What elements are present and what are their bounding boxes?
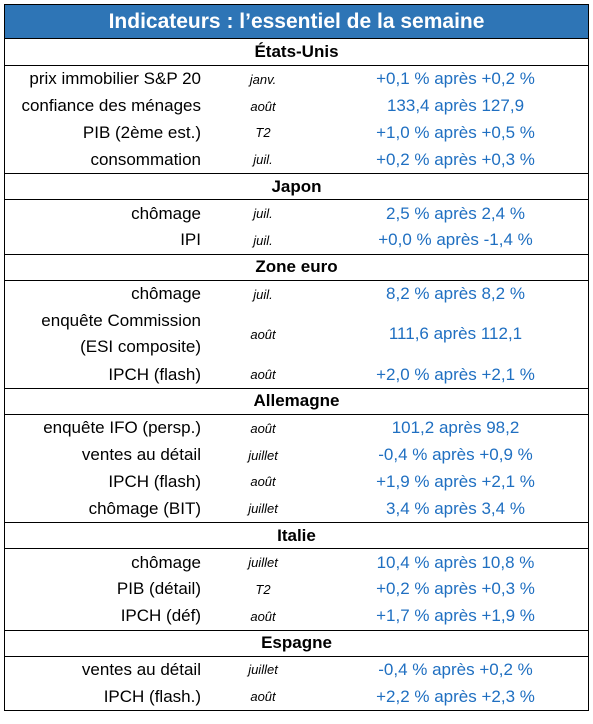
table-row: confiance des ménages août 133,4 après 127…	[5, 93, 588, 120]
table-row: chômage (BIT) juillet 3,4 % après 3,4 %	[5, 495, 588, 522]
indicator-value: 3,4 % après 3,4 %	[386, 498, 525, 518]
indicator-label-line2: (ESI composite)	[80, 337, 201, 357]
table-row: enquête IFO (persp.) août 101,2 après 98,2	[5, 415, 588, 442]
period: janv.	[249, 71, 277, 87]
indicator-label: consommation	[90, 149, 201, 169]
period: juillet	[248, 447, 278, 463]
indicator-label: chômage	[131, 284, 201, 304]
table-row: IPCH (déf) août +1,7 % après +1,9 %	[5, 603, 588, 630]
indicator-label: IPCH (flash.)	[103, 686, 201, 706]
table-row: IPCH (flash) août +2,0 % après +2,1 %	[5, 361, 588, 388]
period: août	[250, 608, 276, 624]
indicator-label: IPCH (flash)	[108, 471, 201, 491]
indicator-label: enquête Commission (ESI composite)	[5, 308, 203, 360]
section-header: Japon	[5, 173, 588, 201]
indicator-value: -0,4 % après +0,9 %	[378, 445, 533, 465]
indicator-label: chômage (BIT)	[88, 498, 201, 518]
indicator-value: +0,1 % après +0,2 %	[376, 69, 535, 89]
table-row: chômage juil. 8,2 % après 8,2 %	[5, 281, 588, 308]
indicator-label: chômage	[131, 203, 201, 223]
indicator-label: ventes au détail	[81, 659, 201, 679]
indicator-label: ventes au détail	[81, 445, 201, 465]
section-header: Italie	[5, 522, 588, 550]
indicator-label: IPCH (flash)	[108, 364, 201, 384]
section: Allemagne enquête IFO (persp.) août 101,2 a…	[5, 387, 588, 522]
period: août	[250, 689, 276, 705]
indicator-value: 2,5 % après 2,4 %	[386, 203, 525, 223]
indicator-label: enquête IFO (persp.)	[43, 418, 201, 438]
indicator-label-line1: enquête Commission	[41, 311, 201, 331]
table-row: prix immobilier S&P 20 janv. +0,1 % après …	[5, 66, 588, 93]
table-title: Indicateurs : l’essentiel de la semaine	[5, 5, 588, 39]
table-row: ventes au détail juillet -0,4 % après +0,2…	[5, 657, 588, 684]
indicator-value: +1,0 % après +0,5 %	[376, 122, 535, 142]
indicator-value: +1,7 % après +1,9 %	[376, 606, 535, 626]
section: États-Unis prix immobilier S&P 20 janv. +0,…	[5, 39, 588, 173]
section-header: Espagne	[5, 629, 588, 657]
period: juil.	[253, 206, 273, 222]
table-row: chômage juil. 2,5 % après 2,4 %	[5, 200, 588, 227]
indicator-value: 133,4 après 127,9	[386, 96, 525, 116]
indicator-value: +0,2 % après +0,3 %	[376, 149, 535, 169]
sections-container: États-Unis prix immobilier S&P 20 janv. +0,…	[5, 39, 588, 710]
period: juillet	[248, 501, 278, 517]
section-header: États-Unis	[5, 39, 588, 66]
indicator-value: 8,2 % après 8,2 %	[386, 284, 525, 304]
indicator-label: IPCH (déf)	[120, 606, 201, 626]
period: juillet	[248, 662, 278, 678]
period: août	[250, 474, 276, 490]
period: T2	[255, 125, 271, 141]
indicator-value: 10,4 % après 10,8 %	[376, 552, 535, 572]
period: août	[250, 420, 276, 436]
table-row: chômage juillet 10,4 % après 10,8 %	[5, 549, 588, 576]
indicator-value: +2,0 % après +2,1 %	[376, 364, 535, 384]
table-row: PIB (détail) T2 +0,2 % après +0,3 %	[5, 576, 588, 603]
indicator-label: confiance des ménages	[21, 96, 201, 116]
indicator-label: PIB (détail)	[116, 579, 201, 599]
period: juil.	[253, 152, 273, 168]
section: Italie chômage juillet 10,4 % après 10,8 % P…	[5, 522, 588, 629]
table-row: IPCH (flash) août +1,9 % après +2,1 %	[5, 469, 588, 496]
table-row: IPCH (flash.) août +2,2 % après +2,3 %	[5, 683, 588, 710]
indicator-label: prix immobilier S&P 20	[29, 69, 201, 89]
section-header: Allemagne	[5, 387, 588, 415]
table-row: PIB (2ème est.) T2 +1,0 % après +0,5 %	[5, 120, 588, 147]
section: Japon chômage juil. 2,5 % après 2,4 % IPI jui…	[5, 173, 588, 254]
indicator-value: +1,9 % après +2,1 %	[376, 471, 535, 491]
table-row: consommation juil. +0,2 % après +0,3 %	[5, 146, 588, 173]
table-row: IPI juil. +0,0 % après -1,4 %	[5, 227, 588, 254]
indicators-table: Indicateurs : l’essentiel de la semaine …	[4, 4, 589, 712]
section: Espagne ventes au détail juillet -0,4 % apr…	[5, 629, 588, 711]
period: août	[250, 98, 276, 114]
indicator-value: +0,2 % après +0,3 %	[376, 579, 535, 599]
indicator-value: -0,4 % après +0,2 %	[378, 659, 533, 679]
period: juil.	[253, 286, 273, 302]
indicator-value: 111,6 après 112,1	[388, 324, 523, 344]
table-row: enquête Commission (ESI composite) août 111…	[5, 308, 588, 362]
indicator-label: IPI	[180, 230, 201, 250]
section-header: Zone euro	[5, 253, 588, 281]
indicator-label: chômage	[131, 552, 201, 572]
period: T2	[255, 581, 271, 597]
indicator-value: +2,2 % après +2,3 %	[376, 686, 535, 706]
period: août	[250, 367, 276, 383]
indicator-value: +0,0 % après -1,4 %	[378, 230, 533, 250]
table-row: ventes au détail juillet -0,4 % après +0,9…	[5, 442, 588, 469]
period: juil.	[253, 232, 273, 248]
indicator-label: PIB (2ème est.)	[82, 122, 201, 142]
period: août	[250, 326, 276, 342]
period: juillet	[248, 555, 278, 571]
indicator-value: 101,2 après 98,2	[391, 418, 520, 438]
section: Zone euro chômage juil. 8,2 % après 8,2 % en…	[5, 253, 588, 388]
